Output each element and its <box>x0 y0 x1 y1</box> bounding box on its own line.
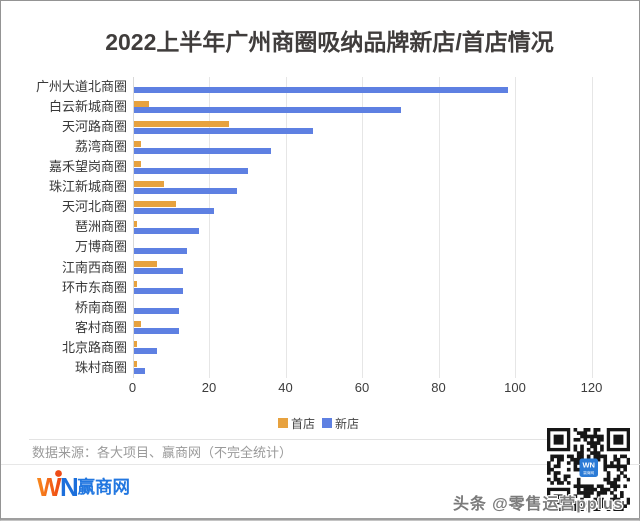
svg-text:赢商网: 赢商网 <box>583 470 594 475</box>
svg-text:W: W <box>37 472 62 500</box>
svg-text:赢商网: 赢商网 <box>78 477 131 497</box>
svg-text:WN: WN <box>582 461 595 470</box>
svg-text:N: N <box>60 472 79 500</box>
